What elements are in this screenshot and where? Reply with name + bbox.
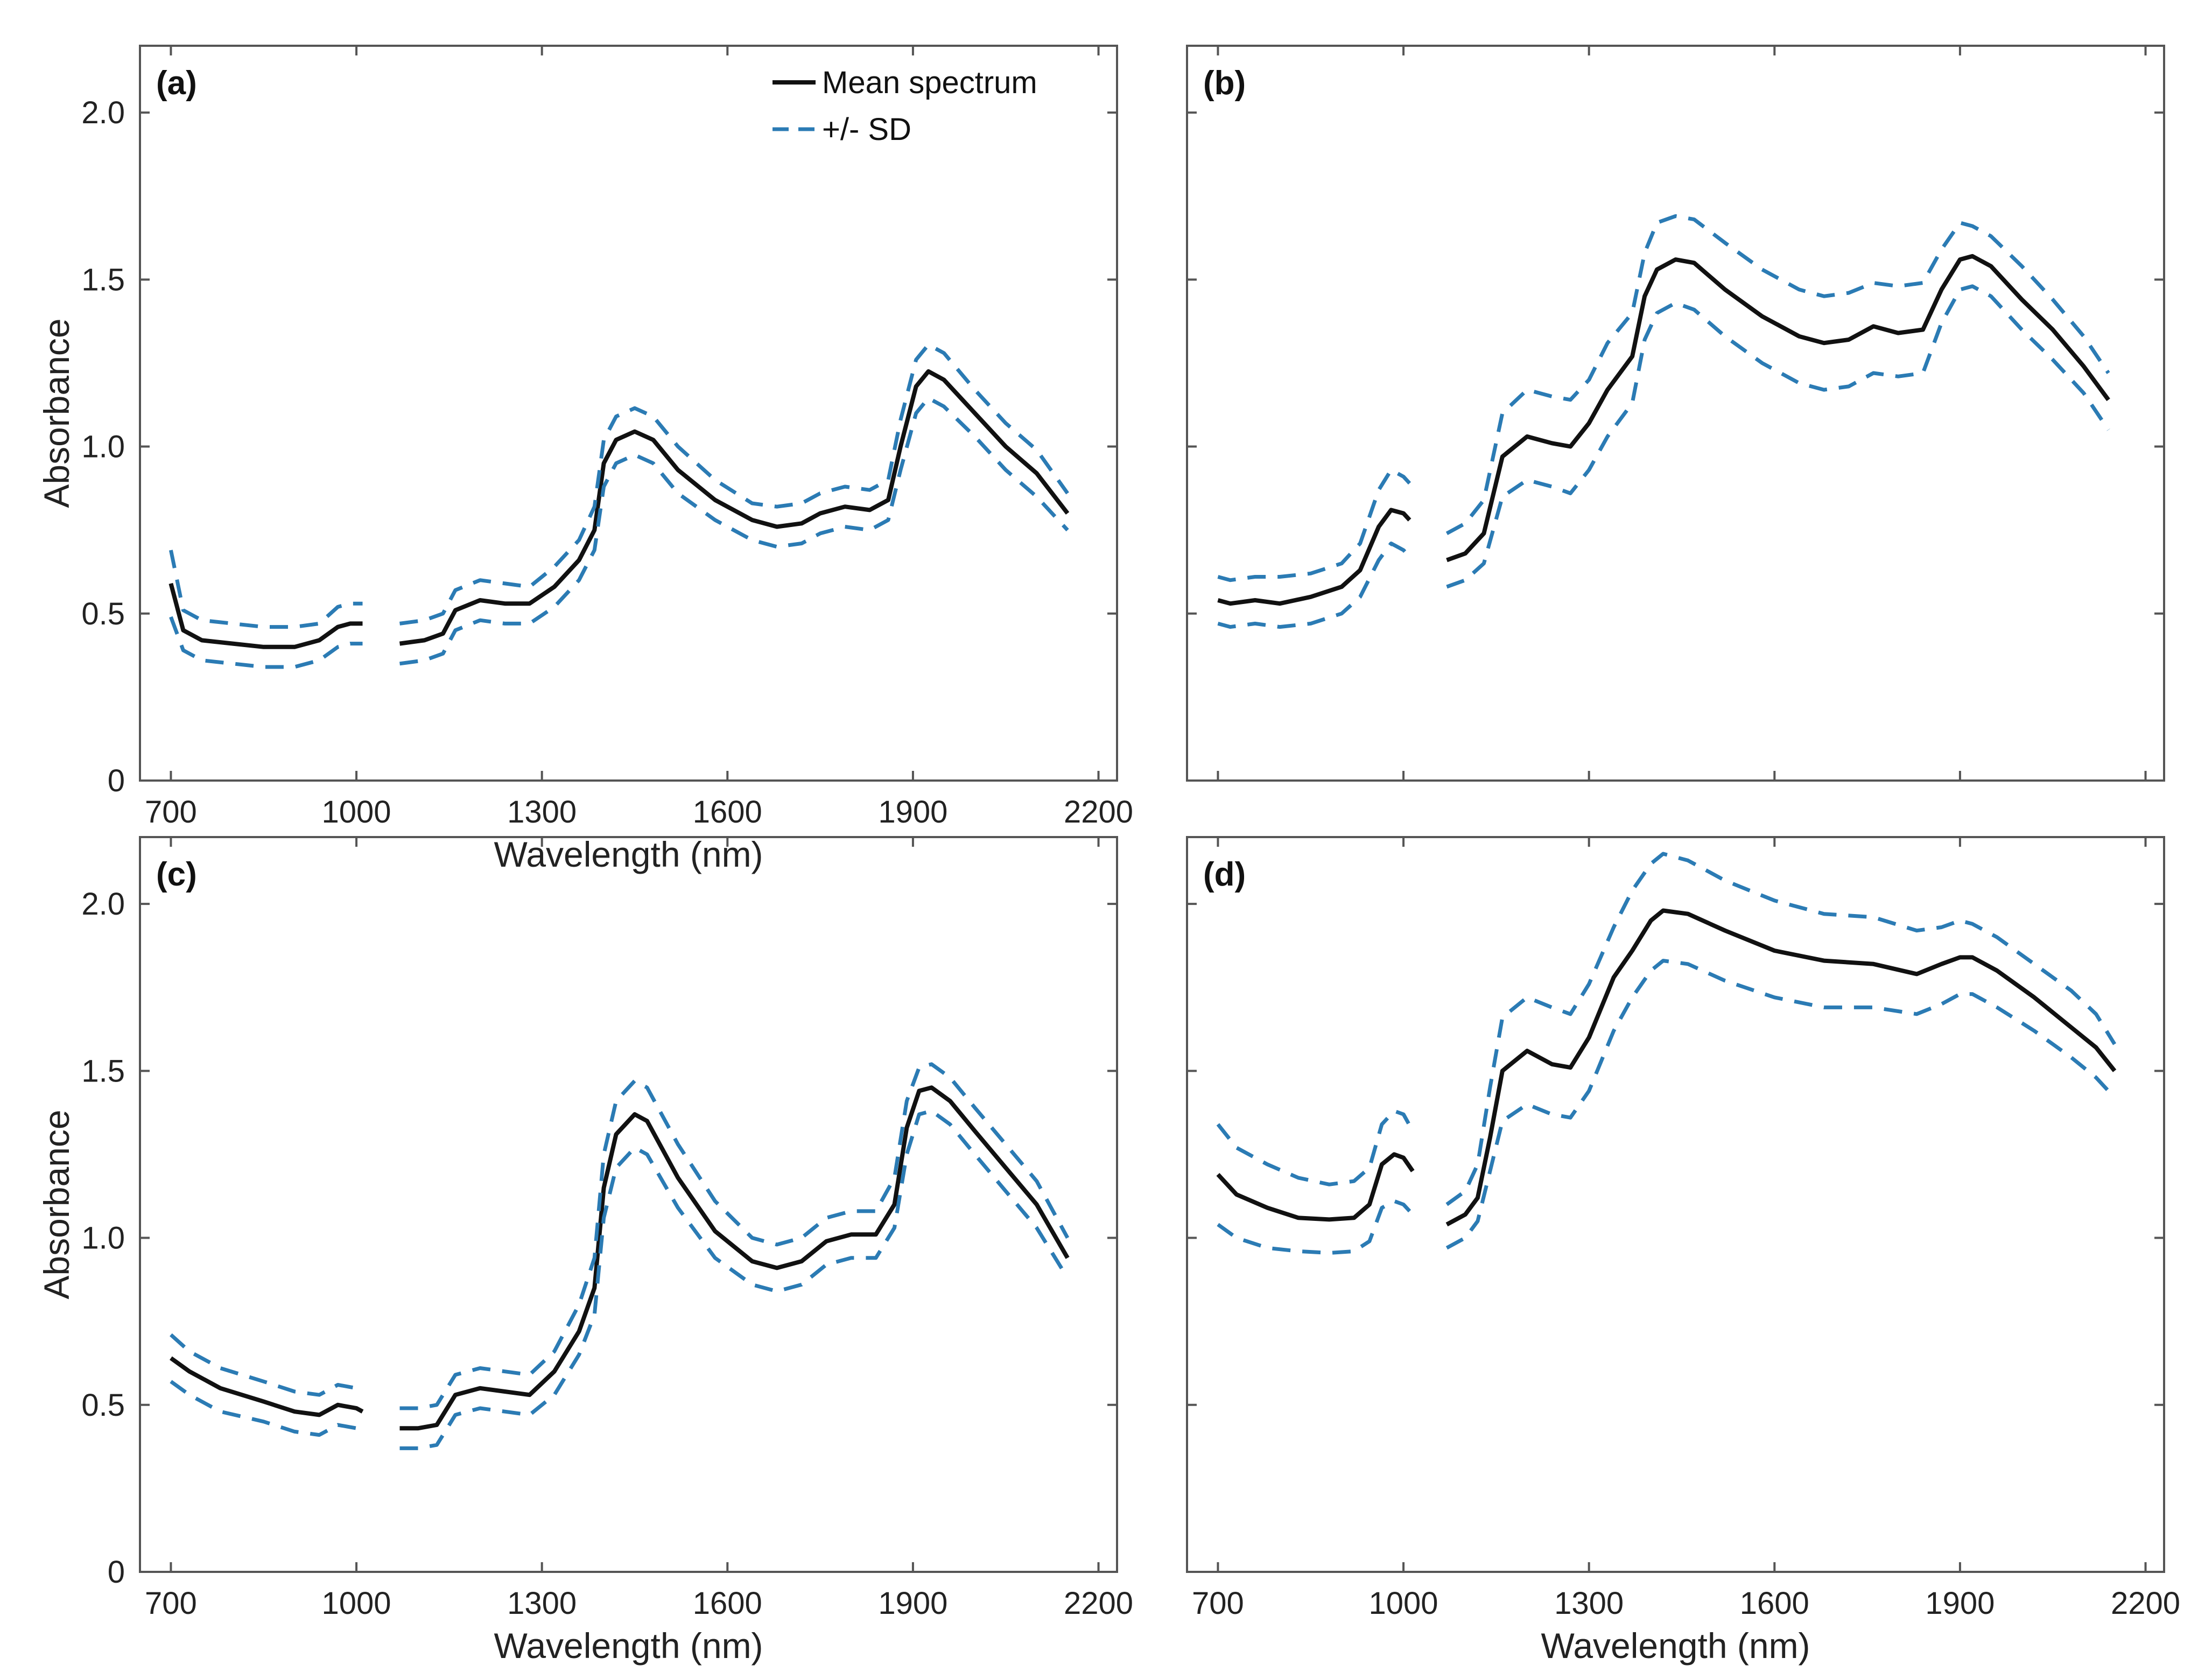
y-tick-label: 0 — [108, 763, 125, 798]
x-tick-label: 2200 — [2111, 1586, 2180, 1621]
sd-line-1-seg0 — [168, 550, 363, 629]
x-tick-label: 2200 — [1064, 795, 1133, 830]
mean-spectrum-line-0-seg0 — [170, 1356, 364, 1417]
x-axis-label: Wavelength (nm) — [494, 834, 763, 874]
x-tick-label: 1900 — [1925, 1586, 1995, 1621]
y-tick-label: 2.0 — [81, 95, 125, 130]
y-axis-label: Absorbance — [37, 1109, 76, 1299]
sd-line-1-seg1 — [1445, 852, 2117, 1206]
sd-line-2-seg1 — [1446, 284, 2110, 589]
x-axis-label: Wavelength (nm) — [494, 1626, 763, 1666]
sd-line-2-seg0 — [1217, 1199, 1414, 1255]
sd-line-2-seg0 — [1217, 542, 1412, 629]
panel-label: (b) — [1203, 65, 1246, 102]
x-tick-label: 1000 — [322, 795, 391, 830]
panel-label: (a) — [156, 65, 197, 102]
x-tick-label: 1000 — [1369, 1586, 1438, 1621]
panel-label: (d) — [1203, 856, 1246, 893]
mean-spectrum-line-0-seg1 — [399, 1085, 1070, 1431]
sd-line-1-seg1 — [399, 1062, 1070, 1410]
x-tick-label: 1900 — [878, 795, 947, 830]
plot-frame — [139, 45, 1118, 782]
sd-line-2-seg1 — [1445, 959, 2116, 1250]
sd-line-1-seg1 — [399, 342, 1069, 626]
x-tick-label: 1300 — [507, 795, 577, 830]
sd-line-2-seg1 — [399, 396, 1069, 666]
legend: Mean spectrum +/- SD — [773, 65, 1037, 147]
panel-label: (c) — [156, 856, 197, 893]
x-tick-label: 700 — [145, 1586, 197, 1621]
sd-line-2-seg0 — [170, 1380, 364, 1437]
panel-a: 0 0.5 1.0 1.5 2.0 700 1000 1300 1600 1900 2200 Wave… — [37, 45, 1133, 874]
y-tick-label: 1.0 — [81, 1221, 125, 1256]
y-tick-label: 0.5 — [81, 596, 125, 631]
plot-frame — [139, 836, 1118, 1573]
mean-spectrum-line-0-seg1 — [1446, 254, 2110, 563]
x-tick-label: 1900 — [878, 1586, 947, 1621]
sd-line-1-seg0 — [1216, 1109, 1415, 1186]
x-tick-label: 1600 — [693, 1586, 762, 1621]
x-tick-label: 700 — [145, 795, 197, 830]
x-axis-label: Wavelength (nm) — [1541, 1626, 1810, 1666]
mean-spectrum-line-0-seg0 — [168, 582, 363, 649]
legend-sd-label: +/- SD — [822, 112, 911, 147]
legend-mean-label: Mean spectrum — [822, 65, 1037, 100]
sd-line-2-seg1 — [399, 1109, 1070, 1450]
y-tick-label: 1.5 — [81, 262, 125, 297]
sd-line-1-seg0 — [170, 1333, 364, 1397]
x-tick-label: 2200 — [1064, 1586, 1133, 1621]
y-axis-label: Absorbance — [37, 318, 76, 508]
x-tick-label: 1600 — [693, 795, 762, 830]
plot-frame — [1186, 45, 2165, 782]
mean-spectrum-line-0-seg0 — [1216, 1152, 1415, 1222]
x-tick-label: 1300 — [1554, 1586, 1624, 1621]
x-tick-label: 1600 — [1740, 1586, 1809, 1621]
sd-line-1-seg1 — [1445, 214, 2110, 535]
y-tick-label: 2.0 — [81, 887, 125, 922]
x-tick-label: 1300 — [507, 1586, 577, 1621]
sd-line-2-seg0 — [169, 616, 363, 669]
x-tick-label: 700 — [1192, 1586, 1244, 1621]
sd-line-1-seg0 — [1217, 468, 1412, 582]
panel-b: (b) — [1186, 45, 2165, 782]
y-tick-label: 1.5 — [81, 1053, 125, 1088]
mean-spectrum-line-0-seg1 — [399, 369, 1070, 646]
y-tick-label: 0 — [108, 1555, 125, 1590]
panel-c: 0 0.5 1.0 1.5 2.0 700 1000 1300 1600 1900 2200 Wave… — [37, 836, 1133, 1666]
mean-spectrum-line-0-seg1 — [1445, 908, 2117, 1227]
x-tick-label: 1000 — [322, 1586, 391, 1621]
plot-frame — [1186, 836, 2165, 1573]
y-tick-label: 1.0 — [81, 430, 125, 465]
panels: 0 0.5 1.0 1.5 2.0 700 1000 1300 1600 1900 2200 Wave… — [37, 45, 2180, 1666]
panel-d: 700 1000 1300 1600 1900 2200 Wavelength (nm) (d… — [1186, 836, 2180, 1666]
y-tick-label: 0.5 — [81, 1388, 125, 1423]
mean-spectrum-line-0-seg0 — [1217, 508, 1412, 606]
